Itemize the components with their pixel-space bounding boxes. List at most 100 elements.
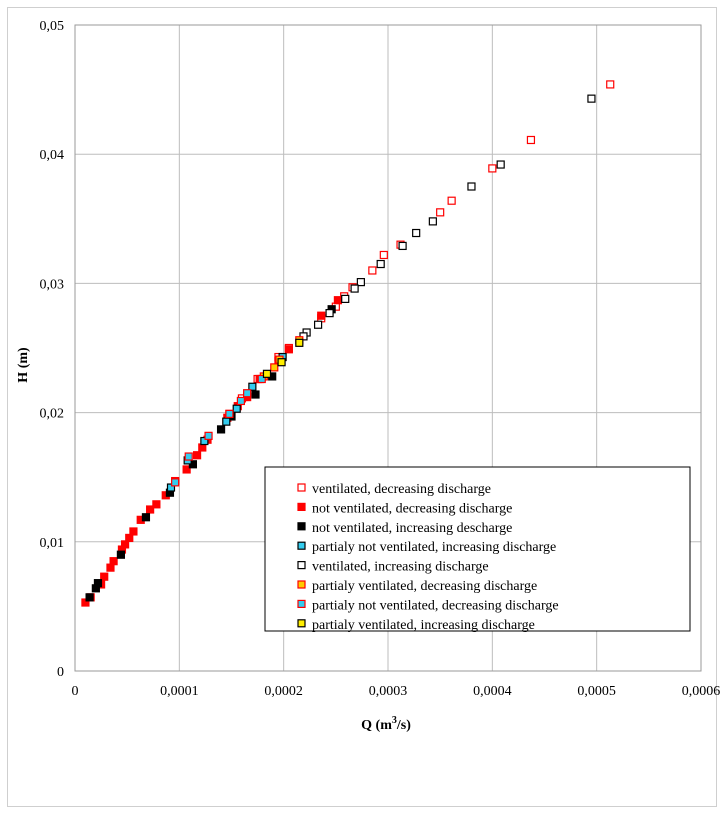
data-point — [248, 382, 257, 391]
legend-marker — [297, 560, 306, 570]
data-point — [251, 390, 260, 399]
data-point — [81, 598, 90, 607]
legend-marker — [297, 599, 306, 609]
data-point — [204, 431, 213, 440]
data-point — [109, 557, 118, 566]
data-point — [398, 241, 407, 251]
data-point — [200, 436, 209, 446]
legend-label: partialy ventilated, increasing discharg… — [312, 618, 535, 633]
data-point — [129, 527, 138, 536]
data-point — [120, 540, 130, 549]
plot-border — [74, 24, 702, 672]
data-point — [368, 266, 377, 275]
x-axis-ticks: 0 0,0001 0,0002 0,0003 0,0004 0,0005 0,0006 — [72, 684, 721, 699]
data-point — [236, 396, 245, 406]
data-point — [232, 404, 241, 413]
series-2 — [85, 305, 336, 602]
data-point — [333, 296, 343, 305]
data-point — [379, 250, 388, 260]
legend-label: not ventilated, increasing descharge — [312, 521, 512, 536]
chart-frame — [7, 7, 717, 807]
x-tick-label: 0 — [72, 684, 79, 699]
plot-area — [74, 24, 702, 672]
data-point — [526, 135, 536, 145]
data-points — [81, 80, 615, 607]
y-tick-label: 0 — [57, 665, 64, 680]
x-axis-title-suffix: /s) — [396, 718, 411, 733]
x-tick-label: 0,0003 — [369, 684, 408, 699]
data-point — [467, 182, 476, 191]
x-axis-title-sup: 3 — [392, 715, 397, 726]
data-point — [146, 505, 155, 514]
data-point — [100, 572, 109, 581]
data-point — [257, 374, 266, 384]
data-point — [85, 593, 94, 602]
x-axis-title: Q (m3/s) — [361, 715, 411, 733]
y-tick-label: 0,05 — [40, 19, 65, 34]
x-tick-label: 0,0004 — [473, 684, 512, 699]
data-point — [341, 294, 350, 304]
y-tick-label: 0,01 — [40, 536, 65, 551]
x-tick-label: 0,0005 — [577, 684, 616, 699]
data-point — [216, 425, 226, 434]
legend-marker — [297, 619, 306, 628]
data-point — [496, 160, 505, 169]
data-point — [262, 369, 272, 378]
legend-label: partialy not ventilated, decreasing disc… — [312, 598, 559, 613]
data-point — [225, 409, 234, 418]
data-point — [325, 309, 334, 318]
legend-marker — [297, 580, 306, 589]
legend-box — [264, 466, 691, 632]
series-4 — [299, 94, 596, 341]
data-point — [356, 278, 365, 287]
legend-label: ventilated, increasing discharge — [312, 560, 489, 575]
legend-marker — [297, 541, 306, 550]
x-axis-title-main: Q (m — [361, 718, 392, 733]
y-tick-label: 0,03 — [40, 277, 65, 292]
data-point — [182, 465, 191, 474]
legend-label: partialy not ventilated, increasing disc… — [312, 540, 556, 555]
data-point — [152, 500, 161, 509]
data-point — [436, 208, 445, 217]
data-point — [270, 363, 279, 372]
data-point — [412, 228, 421, 238]
y-axis-title: H (m) — [16, 347, 31, 383]
data-point — [313, 320, 323, 329]
data-point — [192, 451, 202, 460]
data-point — [376, 259, 385, 269]
data-point — [284, 345, 293, 354]
legend-label: partialy ventilated, decreasing discharg… — [312, 579, 537, 594]
data-point — [171, 478, 180, 487]
series-6 — [171, 374, 266, 487]
data-point — [184, 452, 193, 461]
data-point — [447, 196, 456, 205]
data-point — [317, 311, 326, 320]
y-tick-label: 0,02 — [40, 407, 65, 422]
data-point — [141, 513, 151, 522]
data-point — [350, 284, 359, 293]
data-point — [116, 550, 126, 559]
x-tick-label: 0,0002 — [264, 684, 303, 699]
data-point — [606, 80, 615, 89]
legend-marker — [297, 483, 306, 492]
data-point — [295, 338, 304, 347]
legend-label: not ventilated, decreasing discharge — [312, 501, 512, 516]
x-tick-label: 0,0001 — [160, 684, 199, 699]
data-point — [93, 579, 103, 588]
data-point — [428, 217, 437, 226]
data-point — [166, 483, 176, 492]
data-point — [243, 389, 252, 398]
legend-marker — [297, 502, 306, 511]
x-tick-label: 0,0006 — [682, 684, 721, 699]
data-point — [222, 417, 231, 426]
data-point — [277, 358, 286, 367]
legend-marker — [297, 522, 306, 531]
data-point — [125, 533, 134, 543]
data-point — [488, 164, 497, 173]
series-7 — [262, 338, 304, 378]
y-axis-ticks: 0 0,01 0,02 0,03 0,04 0,05 — [40, 19, 65, 680]
y-tick-label: 0,04 — [40, 148, 65, 163]
legend-label: ventilated, decreasing discharge — [312, 482, 491, 497]
legend: ventilated, decreasing discharge not vent… — [264, 466, 691, 633]
